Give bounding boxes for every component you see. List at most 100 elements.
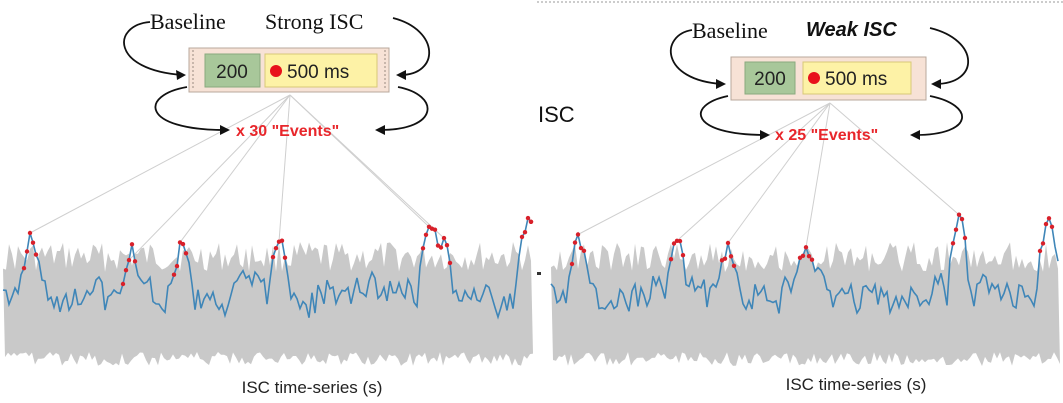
left-event-marker (171, 272, 177, 277)
right-event-marker (575, 232, 581, 237)
left-event-marker (432, 227, 438, 232)
left-events-text: x 30 "Events" (236, 123, 339, 140)
left-connector-line (278, 94, 291, 242)
left-isc-line (2, 216, 532, 320)
right-arrow-events-right (914, 95, 963, 136)
right-isc-series (550, 212, 1059, 316)
left-arrow-events-right (379, 86, 429, 131)
right-variance-band (551, 242, 1060, 366)
right-event-marker (671, 241, 677, 246)
right-event-marker (956, 212, 962, 217)
right-event-marker (950, 241, 956, 246)
left-event-marker (174, 263, 180, 269)
right-event-marker (959, 216, 965, 222)
left-event-marker (129, 242, 135, 247)
right-event-marker (680, 253, 686, 258)
right-event-box-label: 500 ms (825, 69, 887, 90)
left-band-shape (3, 242, 533, 366)
left-event-marker (120, 281, 126, 287)
left-event-marker (279, 238, 285, 243)
left-arrow-head-events-right (375, 125, 385, 135)
right-panel: Baseline Weak ISC 200 500 ms x 25 "Event… (550, 18, 1060, 394)
right-connector-lines (577, 102, 960, 248)
left-event-marker (519, 234, 525, 240)
right-connector-line (676, 102, 831, 242)
right-arrow-head-baseline (716, 79, 726, 89)
left-event-marker (420, 246, 426, 251)
right-arrow-head-events-left (760, 130, 770, 140)
right-event-marker (572, 240, 578, 245)
left-arrow-head-condition (396, 70, 406, 80)
left-event-marker (444, 243, 450, 248)
left-connector-lines (29, 94, 445, 261)
isc-side-label: ISC (538, 102, 575, 127)
left-event-marker (123, 268, 129, 273)
left-connector-line (128, 94, 291, 261)
left-variance-band (3, 242, 533, 366)
right-event-marker (803, 245, 809, 250)
right-event-marker (668, 257, 674, 262)
left-event-marker (525, 215, 531, 221)
right-connector-line (727, 102, 831, 244)
right-connector-line (577, 102, 831, 235)
right-event-marker (578, 245, 584, 251)
left-event-marker (132, 259, 138, 264)
right-arrow-condition (929, 27, 970, 85)
left-event-marker (270, 254, 276, 260)
right-isc-line (550, 212, 1059, 316)
right-events-text: x 25 "Events" (775, 127, 878, 144)
left-arrow-condition (392, 17, 431, 76)
left-event-box (264, 53, 378, 88)
right-event-marker (731, 263, 737, 268)
left-event-marker (447, 260, 453, 266)
right-condition-label: Weak ISC (806, 19, 897, 41)
left-arrow-head-events-left (220, 125, 230, 135)
left-panel: Baseline Strong ISC 200 500 ms x 30 "Eve… (2, 9, 534, 397)
left-event-marker (522, 230, 528, 235)
left-arrow-head-baseline (176, 70, 186, 80)
right-event-marker (728, 254, 734, 259)
left-event-marker (30, 240, 36, 245)
right-event-marker (1040, 241, 1046, 246)
right-event-marker (1043, 221, 1049, 227)
left-event-marker (27, 230, 33, 236)
left-condition-label: Strong ISC (265, 9, 363, 34)
left-event-marker (441, 235, 447, 241)
right-baseline-box (744, 61, 796, 95)
left-xlabel: ISC time-series (s) (242, 378, 383, 397)
left-event-marker (33, 252, 39, 257)
left-event-marker (24, 249, 30, 254)
right-event-marker (569, 261, 575, 267)
left-event-box-label: 500 ms (287, 62, 349, 83)
right-event-marker (800, 253, 806, 258)
right-arrow-events-left (700, 95, 766, 136)
left-connector-line (289, 94, 445, 239)
right-event-marker (806, 254, 812, 259)
right-event-marker (722, 256, 728, 261)
right-event-box (802, 61, 912, 95)
right-event-marker (725, 240, 731, 246)
left-event-marker (282, 255, 288, 260)
right-event-marker (809, 257, 815, 262)
left-arrow-baseline (123, 21, 184, 76)
left-event-marker (183, 251, 189, 256)
right-event-marker (962, 235, 968, 241)
right-event-marker (581, 248, 587, 253)
left-isc-series (2, 215, 534, 320)
right-xlabel: ISC time-series (s) (786, 375, 927, 394)
right-event-dot-icon (808, 72, 820, 84)
left-event-marker (126, 257, 132, 263)
left-baseline-box (204, 53, 261, 88)
right-event-marker (953, 227, 959, 232)
right-baseline-label: Baseline (692, 18, 768, 43)
left-event-marker (21, 266, 27, 271)
right-connector-line (829, 102, 960, 216)
right-event-marker (1049, 224, 1055, 229)
right-baseline-box-label: 200 (754, 69, 786, 90)
right-event-marker (677, 238, 683, 244)
left-arrow-events-left (154, 86, 226, 131)
left-event-marker (180, 241, 186, 247)
right-connector-line (805, 102, 831, 248)
right-arrow-head-events-right (910, 130, 920, 140)
left-event-marker (273, 246, 279, 251)
